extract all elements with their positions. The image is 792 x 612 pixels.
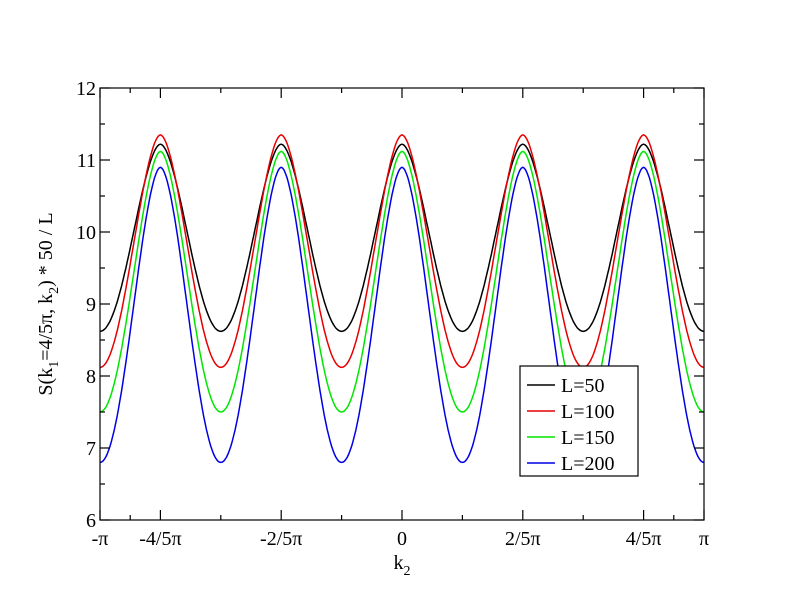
x-tick-label: 0: [397, 528, 407, 550]
y-tick-label: 10: [76, 222, 96, 244]
x-tick-label: 4/5π: [626, 528, 662, 550]
y-tick-label: 11: [77, 150, 96, 172]
y-tick-label: 7: [86, 438, 96, 460]
legend: L=50 L=100 L=150 L=200: [519, 365, 639, 477]
ticks-layer: -π -4/5π -2/5π 0 2/5π 4/5π π 6 7 8 9 10 11 12: [76, 78, 709, 550]
y-axis-title: S(k1=4/5π, k2) * 50 / L: [35, 212, 62, 395]
legend-label: L=150: [561, 427, 615, 449]
x-tick-label: -2/5π: [260, 528, 302, 550]
x-tick-label: -π: [92, 528, 109, 550]
series-line-l-150: [99, 150, 705, 413]
y-tick-label: 12: [76, 78, 96, 100]
x-tick-label: π: [699, 528, 709, 550]
x-tick-label: -4/5π: [139, 528, 181, 550]
legend-label: L=100: [561, 401, 615, 423]
series-line-l-50: [99, 143, 705, 333]
y-tick-label: 9: [86, 294, 96, 316]
series-line-l-100: [99, 134, 705, 369]
legend-label: L=200: [561, 453, 615, 475]
legend-label: L=50: [561, 375, 605, 397]
x-axis-title: k2: [394, 552, 411, 579]
y-tick-label: 8: [86, 366, 96, 388]
x-tick-label: 2/5π: [505, 528, 541, 550]
y-tick-label: 6: [86, 510, 96, 532]
